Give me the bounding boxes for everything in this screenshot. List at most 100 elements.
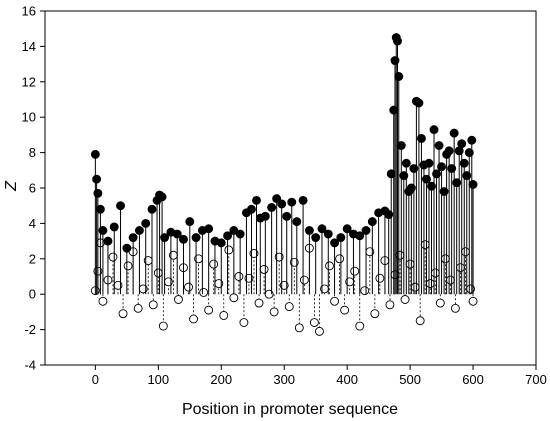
data-point xyxy=(386,169,396,179)
data-point xyxy=(224,245,234,255)
data-point xyxy=(259,264,269,274)
data-point xyxy=(260,211,270,221)
data-point xyxy=(315,326,324,336)
data-point xyxy=(128,233,138,243)
data-point xyxy=(406,183,416,193)
data-point xyxy=(98,296,108,306)
data-point xyxy=(172,229,182,239)
data-point xyxy=(355,231,365,241)
data-point xyxy=(284,302,294,312)
data-point xyxy=(252,195,261,205)
data-point xyxy=(272,194,282,204)
data-point xyxy=(92,174,102,184)
data-point xyxy=(247,204,256,214)
x-axis-ticks: 0 100 200 300 400 500 600 700 xyxy=(92,365,547,387)
x-tick-label: 100 xyxy=(147,372,169,387)
data-point xyxy=(457,139,467,149)
data-point xyxy=(90,149,100,159)
data-point xyxy=(122,243,132,253)
x-tick-label: 0 xyxy=(92,372,99,387)
data-point xyxy=(399,171,409,181)
data-point xyxy=(239,318,249,327)
data-point xyxy=(269,307,279,317)
data-point xyxy=(429,125,439,135)
y-tick-label: 8 xyxy=(29,145,36,160)
data-point xyxy=(109,222,119,232)
data-point xyxy=(340,305,350,315)
data-point xyxy=(229,293,239,303)
data-point xyxy=(370,309,380,319)
data-point xyxy=(191,233,201,243)
data-point xyxy=(394,72,404,81)
data-point xyxy=(468,296,478,306)
data-point xyxy=(342,224,352,234)
data-point xyxy=(216,238,226,248)
data-point xyxy=(244,273,254,283)
data-point xyxy=(405,259,415,269)
data-marks xyxy=(90,33,478,336)
data-point xyxy=(160,233,170,243)
data-point xyxy=(385,300,395,310)
data-point xyxy=(450,303,460,313)
data-point xyxy=(447,164,457,173)
data-point xyxy=(361,226,371,235)
data-point xyxy=(174,295,183,304)
data-point xyxy=(415,316,425,326)
data-point xyxy=(287,197,297,207)
data-point xyxy=(400,295,410,304)
data-point xyxy=(416,133,426,143)
data-point xyxy=(468,180,478,189)
data-point xyxy=(204,305,214,315)
data-point xyxy=(459,158,469,168)
y-tick-label: -4 xyxy=(24,358,36,373)
y-axis-title: Z xyxy=(3,180,20,192)
data-point xyxy=(309,318,319,327)
y-tick-label: 14 xyxy=(22,39,36,54)
data-point xyxy=(434,141,444,150)
data-point xyxy=(95,204,105,214)
data-point xyxy=(440,254,450,264)
data-point xyxy=(401,158,411,168)
data-point xyxy=(116,201,125,211)
y-tick-label: -2 xyxy=(24,322,36,337)
data-point xyxy=(267,203,277,212)
y-tick-label: 4 xyxy=(29,216,36,231)
data-point xyxy=(294,323,304,333)
x-tick-label: 700 xyxy=(525,372,547,387)
plot-area: 0 100 200 300 400 500 600 700 -4 -2 0 2 4 6 8 10 12 14 16 xyxy=(22,4,547,388)
data-point xyxy=(184,282,193,292)
data-point xyxy=(467,135,477,145)
data-point xyxy=(317,224,327,234)
data-point xyxy=(134,226,144,235)
data-point xyxy=(147,204,157,214)
x-tick-label: 300 xyxy=(273,372,295,387)
data-point xyxy=(355,321,365,331)
data-point xyxy=(148,300,158,310)
data-point xyxy=(274,252,284,262)
data-point xyxy=(298,195,308,205)
data-point xyxy=(330,238,340,248)
y-tick-label: 12 xyxy=(22,74,36,89)
x-tick-label: 600 xyxy=(462,372,484,387)
data-point xyxy=(393,36,402,46)
data-point xyxy=(427,181,436,191)
x-tick-label: 500 xyxy=(399,372,421,387)
data-point xyxy=(464,148,474,158)
data-point xyxy=(432,169,441,179)
data-point xyxy=(424,158,434,168)
data-point xyxy=(282,211,292,221)
data-point xyxy=(98,226,108,235)
data-point xyxy=(311,233,321,243)
data-point xyxy=(389,105,399,115)
data-point xyxy=(396,141,406,150)
data-point xyxy=(437,162,447,172)
data-point xyxy=(409,164,419,173)
data-point xyxy=(299,275,309,285)
data-point xyxy=(158,321,168,331)
data-point xyxy=(435,298,445,308)
data-point xyxy=(249,249,259,258)
data-point xyxy=(103,236,113,246)
data-point xyxy=(452,178,462,188)
data-point xyxy=(335,254,345,264)
